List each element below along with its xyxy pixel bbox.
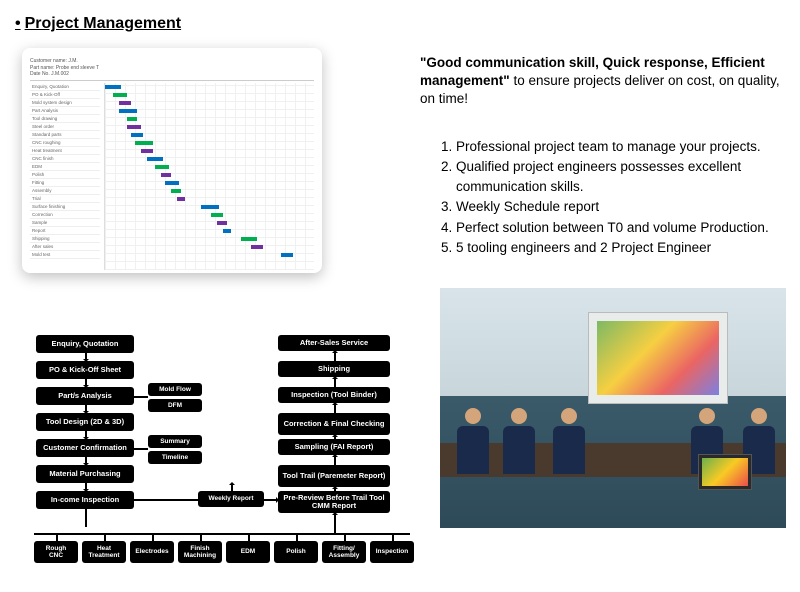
flow-connector	[334, 455, 336, 465]
flow-box: Fitting/ Assembly	[322, 541, 366, 563]
flow-box: Customer Confirmation	[36, 439, 134, 457]
flow-connector	[344, 533, 346, 541]
flow-connector	[334, 513, 336, 533]
flow-connector	[134, 396, 148, 398]
flow-connector	[334, 351, 336, 361]
flow-box: Material Purchasing	[36, 465, 134, 483]
flow-connector	[34, 533, 410, 535]
flow-connector	[85, 405, 87, 413]
photo-laptop	[698, 454, 752, 490]
flow-box: EDM	[226, 541, 270, 563]
flow-connector	[264, 499, 278, 501]
text-block: "Good communication skill, Quick respons…	[420, 54, 780, 259]
meeting-photo	[440, 288, 786, 528]
flow-box: Timeline	[148, 451, 202, 464]
flow-box: In-come Inspection	[36, 491, 134, 509]
flow-connector	[134, 499, 198, 501]
page-title: Project Management	[0, 0, 800, 33]
photo-person	[454, 408, 492, 478]
gantt-chart: Customer name: J.M.Part name: Probe end …	[22, 48, 322, 273]
list-item: 5 tooling engineers and 2 Project Engine…	[456, 238, 780, 258]
flow-box: PO & Kick-Off Sheet	[36, 361, 134, 379]
flow-box: DFM	[148, 399, 202, 412]
flow-box: Inspection	[370, 541, 414, 563]
flow-box: Enquiry, Quotation	[36, 335, 134, 353]
flow-connector	[334, 403, 336, 413]
flow-connector	[296, 533, 298, 541]
flow-connector	[104, 533, 106, 541]
gantt-bars-area	[104, 83, 314, 270]
flow-connector	[231, 483, 233, 491]
flow-connector	[56, 533, 58, 541]
flow-connector	[200, 533, 202, 541]
flow-connector	[152, 533, 154, 541]
list-item: Weekly Schedule report	[456, 197, 780, 217]
flowchart: Enquiry, Quotation PO & Kick-Off Sheet Par…	[20, 335, 420, 585]
flow-box: Mold Flow	[148, 383, 202, 396]
flow-box: Polish	[274, 541, 318, 563]
flow-box: Rough CNC	[34, 541, 78, 563]
flow-connector	[85, 353, 87, 361]
quote: "Good communication skill, Quick respons…	[420, 54, 780, 109]
gantt-row-names: Enquiry, QuotationPO & Kick-OffMold syst…	[30, 83, 100, 270]
flow-connector	[248, 533, 250, 541]
numbered-list: Professional project team to manage your…	[420, 137, 780, 258]
flow-box: Part/s Analysis	[36, 387, 134, 405]
flow-box: Finish Machining	[178, 541, 222, 563]
photo-person	[500, 408, 538, 478]
photo-person	[550, 408, 588, 478]
flow-connector	[85, 509, 87, 527]
flow-box: Weekly Report	[198, 491, 264, 507]
flow-connector	[85, 457, 87, 465]
flow-connector	[392, 533, 394, 541]
flow-box: Heat Treatment	[82, 541, 126, 563]
list-item: Perfect solution between T0 and volume P…	[456, 218, 780, 238]
gantt-header: Customer name: J.M.Part name: Probe end …	[30, 56, 314, 81]
flow-connector	[334, 377, 336, 387]
list-item: Qualified project engineers possesses ex…	[456, 157, 780, 196]
list-item: Professional project team to manage your…	[456, 137, 780, 157]
flow-connector	[134, 448, 148, 450]
flow-box: Electrodes	[130, 541, 174, 563]
flow-box: Tool Design (2D & 3D)	[36, 413, 134, 431]
flow-box: Summary	[148, 435, 202, 448]
flow-connector	[85, 483, 87, 491]
flow-connector	[85, 431, 87, 439]
photo-projector-screen	[588, 312, 728, 404]
flow-connector	[85, 379, 87, 387]
